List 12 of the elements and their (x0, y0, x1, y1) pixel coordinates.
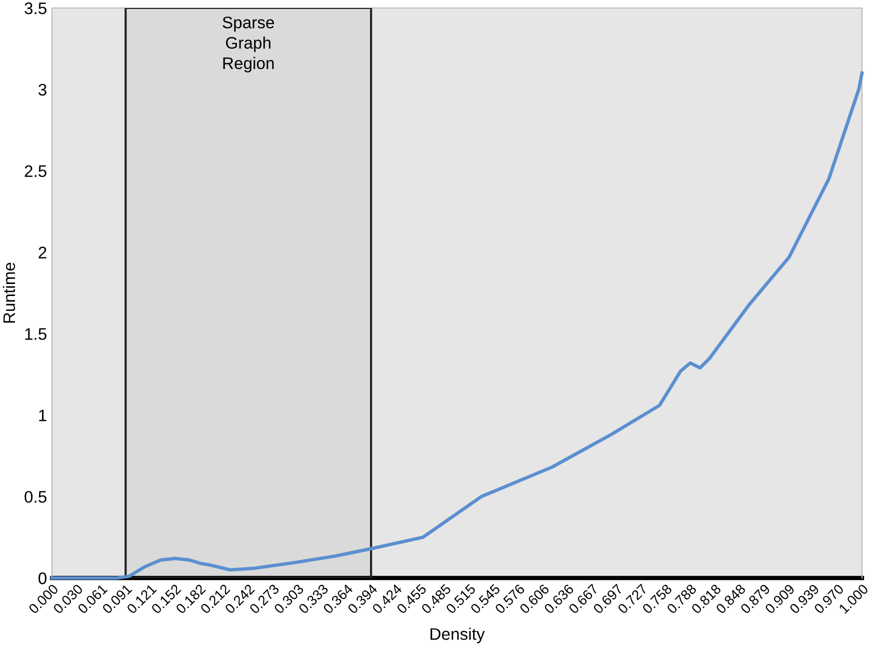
y-tick-label: 1 (39, 410, 46, 422)
y-tick-label: 0 (38, 572, 46, 584)
y-axis-title: Runtime (2, 262, 16, 323)
y-tick-label: 3 (38, 84, 46, 96)
y-tick-label: 2.5 (24, 165, 46, 178)
x-axis-title: Density (430, 628, 485, 644)
y-tick-label: 2 (38, 246, 46, 258)
y-tick-label: 1.5 (25, 328, 46, 340)
y-tick-label: 3.5 (24, 2, 46, 14)
band-label: Sparse Graph Region (222, 16, 274, 72)
line-series (50, 71, 864, 580)
y-tick-label: 0.5 (24, 490, 46, 503)
